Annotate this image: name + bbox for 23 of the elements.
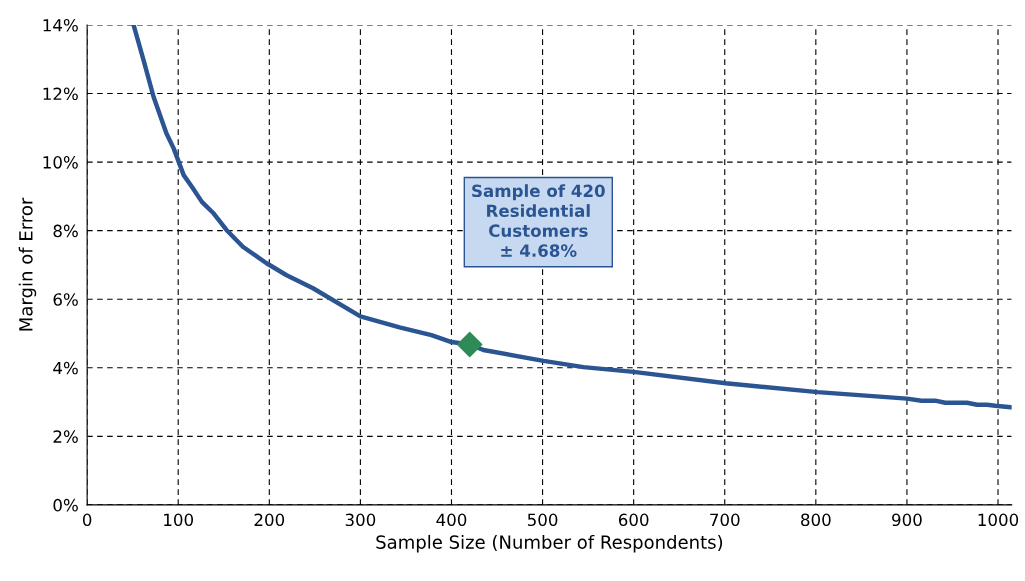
y-tick-label: 12%: [43, 87, 78, 101]
x-tick-label: 400: [436, 513, 467, 527]
y-tick-label: 8%: [53, 224, 78, 238]
x-tick-label: 1000: [978, 513, 1019, 527]
y-tick-label: 14%: [43, 18, 78, 32]
y-tick-label: 0%: [53, 498, 78, 512]
x-tick-label: 100: [164, 513, 194, 527]
y-axis-title: Margin of Error: [18, 197, 37, 331]
x-tick-label: 200: [254, 513, 285, 527]
x-tick-label: 500: [527, 513, 558, 527]
annotation: Sample of 420 Residential Customers ± 4.68%: [472, 184, 605, 257]
y-tick-label: 4%: [53, 361, 78, 375]
line-series: [131, 24, 1012, 410]
x-tick-label: 600: [618, 513, 649, 527]
x-tick-label: 800: [801, 513, 831, 527]
x-tick-label: 0: [82, 513, 92, 527]
x-tick-label: 300: [345, 513, 376, 527]
x-tick-label: 900: [892, 513, 922, 527]
y-tick-label: 6%: [53, 293, 78, 306]
x-tick-label: 700: [710, 513, 740, 527]
y-tick-label: 2%: [53, 430, 78, 443]
x-axis-title: Sample Size (Number of Respondents): [376, 534, 723, 553]
y-tick-label: 10%: [43, 156, 78, 169]
